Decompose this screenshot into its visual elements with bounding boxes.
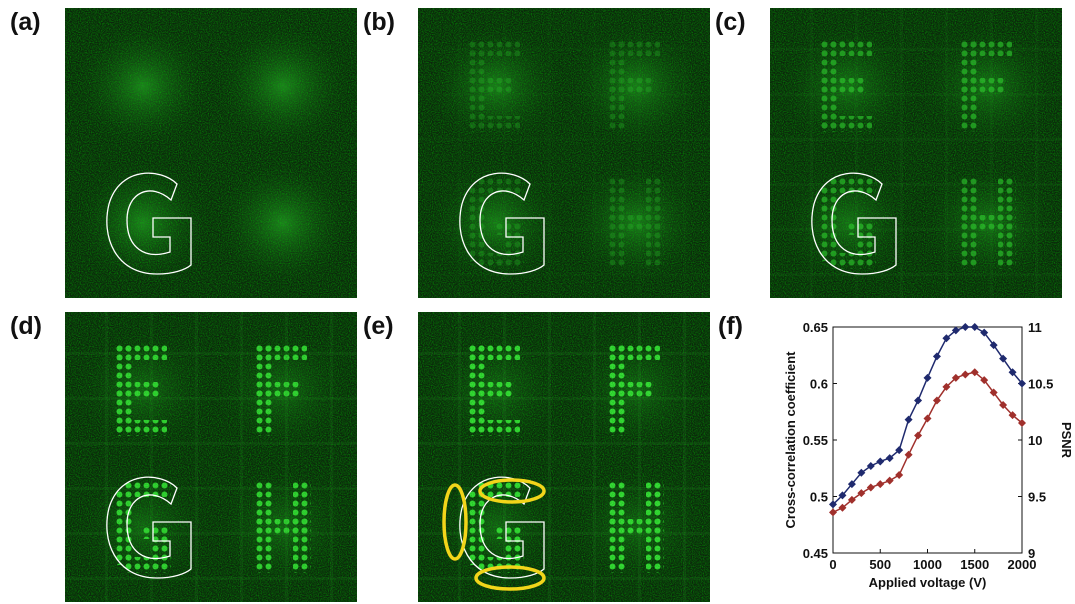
noise <box>418 312 710 602</box>
noise <box>65 8 357 298</box>
y2-tick-label: 9 <box>1028 546 1035 561</box>
panel-image <box>770 8 1062 298</box>
panel-image <box>65 8 357 298</box>
y-tick-label: 0.6 <box>810 377 828 392</box>
figure: (a)(b)(c)(d)(e)(f)05001000150020000.450.… <box>0 0 1075 604</box>
noise <box>770 8 1062 298</box>
noise <box>65 312 357 602</box>
panel-image <box>418 8 710 298</box>
plot-frame <box>833 327 1022 553</box>
y2-axis-label: PSNR <box>1059 422 1074 459</box>
x-tick-label: 500 <box>869 557 891 572</box>
panel-label: (d) <box>10 312 42 340</box>
panel-label: (b) <box>363 8 395 36</box>
panel-image <box>418 312 710 602</box>
y-tick-label: 0.55 <box>803 433 828 448</box>
x-tick-label: 0 <box>829 557 836 572</box>
y2-tick-label: 11 <box>1028 320 1042 335</box>
y-tick-label: 0.65 <box>803 320 828 335</box>
x-tick-label: 1500 <box>960 557 989 572</box>
panel-image <box>65 312 357 602</box>
x-tick-label: 1000 <box>913 557 942 572</box>
y-axis-label: Cross-correlation coefficient <box>783 351 798 529</box>
y-tick-label: 0.45 <box>803 546 828 561</box>
panel-label: (c) <box>715 8 746 36</box>
panel-label: (e) <box>363 312 394 340</box>
y2-tick-label: 10 <box>1028 433 1042 448</box>
y-tick-label: 0.5 <box>810 490 828 505</box>
y2-tick-label: 10.5 <box>1028 377 1053 392</box>
y2-tick-label: 9.5 <box>1028 490 1046 505</box>
noise <box>418 8 710 298</box>
panel-label: (a) <box>10 8 41 36</box>
x-axis-label: Applied voltage (V) <box>869 575 987 590</box>
panel-label: (f) <box>718 312 743 340</box>
